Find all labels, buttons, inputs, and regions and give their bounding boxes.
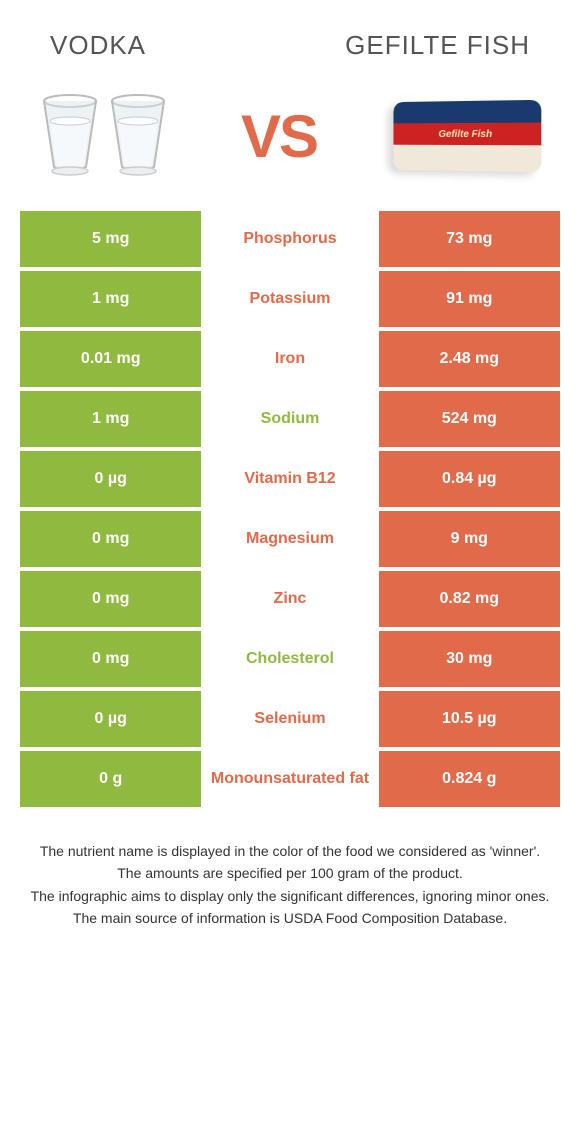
right-value: 9 mg <box>379 511 560 567</box>
table-row: 0 mgZinc0.82 mg <box>20 571 560 627</box>
nutrient-name: Cholesterol <box>201 631 378 687</box>
footnotes: The nutrient name is displayed in the co… <box>0 811 580 930</box>
right-value: 0.84 µg <box>379 451 560 507</box>
vs-label: VS <box>241 102 317 171</box>
left-value: 0 mg <box>20 571 201 627</box>
right-value: 0.82 mg <box>379 571 560 627</box>
table-row: 0 mgMagnesium9 mg <box>20 511 560 567</box>
nutrient-table: 5 mgPhosphorus73 mg1 mgPotassium91 mg0.0… <box>0 211 580 811</box>
table-row: 5 mgPhosphorus73 mg <box>20 211 560 267</box>
table-row: 0 µgVitamin B120.84 µg <box>20 451 560 507</box>
right-value: 73 mg <box>379 211 560 267</box>
right-value: 30 mg <box>379 631 560 687</box>
nutrient-name: Phosphorus <box>201 211 378 267</box>
left-value: 0.01 mg <box>20 331 201 387</box>
nutrient-name: Selenium <box>201 691 378 747</box>
page-container: VODKA GEFILTE FISH <box>0 0 580 1144</box>
left-value: 1 mg <box>20 391 201 447</box>
table-row: 0 µgSelenium10.5 µg <box>20 691 560 747</box>
footnote-line: The main source of information is USDA F… <box>28 908 552 928</box>
left-value: 5 mg <box>20 211 201 267</box>
left-value: 0 g <box>20 751 201 807</box>
nutrient-name: Magnesium <box>201 511 378 567</box>
header: VODKA GEFILTE FISH <box>0 0 580 81</box>
vodka-illustration <box>40 91 168 181</box>
right-value: 524 mg <box>379 391 560 447</box>
table-row: 1 mgPotassium91 mg <box>20 271 560 327</box>
table-row: 0.01 mgIron2.48 mg <box>20 331 560 387</box>
nutrient-name: Sodium <box>201 391 378 447</box>
left-value: 1 mg <box>20 271 201 327</box>
nutrient-name: Vitamin B12 <box>201 451 378 507</box>
table-row: 0 gMonounsaturated fat0.824 g <box>20 751 560 807</box>
hero-row: VS Gefilte Fish <box>0 81 580 211</box>
right-value: 0.824 g <box>379 751 560 807</box>
nutrient-name: Monounsaturated fat <box>201 751 378 807</box>
table-row: 0 mgCholesterol30 mg <box>20 631 560 687</box>
header-left-title: VODKA <box>50 30 146 61</box>
footnote-line: The infographic aims to display only the… <box>28 886 552 906</box>
header-right-title: GEFILTE FISH <box>345 30 530 61</box>
package-label: Gefilte Fish <box>393 123 541 146</box>
nutrient-name: Iron <box>201 331 378 387</box>
footnote-line: The amounts are specified per 100 gram o… <box>28 863 552 883</box>
left-value: 0 µg <box>20 451 201 507</box>
nutrient-name: Zinc <box>201 571 378 627</box>
gefilte-fish-illustration: Gefilte Fish <box>390 101 540 171</box>
left-value: 0 mg <box>20 511 201 567</box>
right-value: 91 mg <box>379 271 560 327</box>
shotglass-icon <box>40 91 100 181</box>
left-value: 0 mg <box>20 631 201 687</box>
right-value: 2.48 mg <box>379 331 560 387</box>
nutrient-name: Potassium <box>201 271 378 327</box>
footnote-line: The nutrient name is displayed in the co… <box>28 841 552 861</box>
right-value: 10.5 µg <box>379 691 560 747</box>
shotglass-icon <box>108 91 168 181</box>
left-value: 0 µg <box>20 691 201 747</box>
table-row: 1 mgSodium524 mg <box>20 391 560 447</box>
